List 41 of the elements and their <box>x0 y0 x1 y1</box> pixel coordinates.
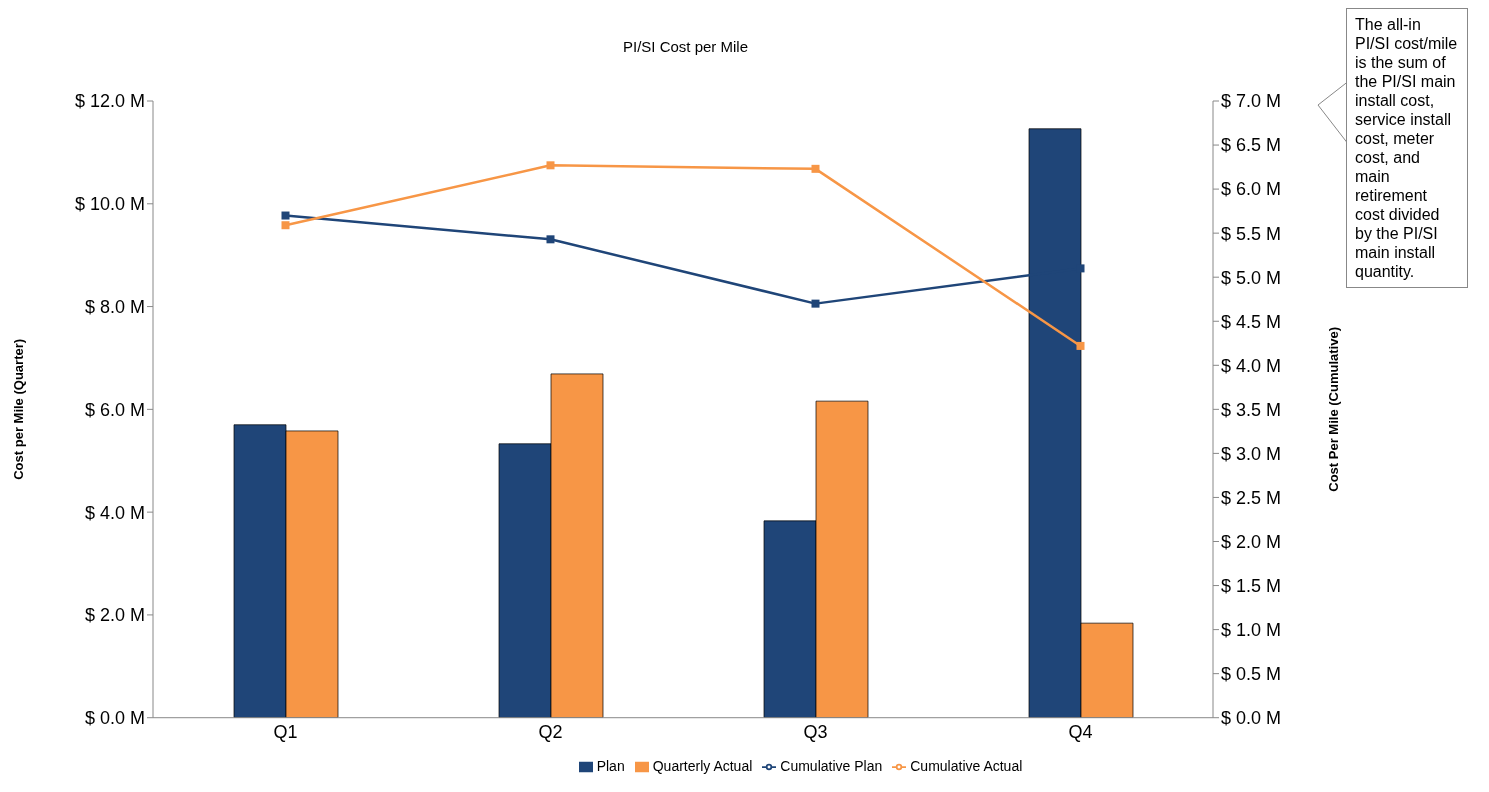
x-tick-label: Q4 <box>1068 722 1093 743</box>
y2-tick-label: $ 7.0 M <box>1221 91 1282 112</box>
legend-label: Plan <box>596 757 625 774</box>
y-tick-label: $ 4.0 M <box>84 502 145 523</box>
y2-tick-label: $ 5.0 M <box>1221 267 1282 288</box>
y2-tick-label: $ 3.0 M <box>1221 443 1282 464</box>
y2-tick-label: $ 1.0 M <box>1221 619 1282 640</box>
y2-tick-label: $ 6.0 M <box>1221 179 1282 200</box>
y2-tick-label: $ 2.0 M <box>1221 531 1282 552</box>
y2-tick-label: $ 3.5 M <box>1221 399 1282 420</box>
x-tick-label: Q3 <box>803 722 828 743</box>
point <box>811 164 820 173</box>
y-tick-label: $ 8.0 M <box>84 296 145 317</box>
y2-tick-label: $ 5.5 M <box>1221 223 1282 244</box>
y-tick-label: $ 2.0 M <box>84 605 145 626</box>
point <box>546 161 555 170</box>
text: The all-in PI/SI cost/mile is the sum of the PI/SI main install cost, service install cost, meter cost, and main retirement cost divided by the PI/SI main install quantity. <box>1355 16 1458 280</box>
y2-axis-title: Cost Per Mile (Cumulative) <box>1325 327 1341 492</box>
point <box>811 299 820 308</box>
y2-tick-label: $ 4.5 M <box>1221 311 1282 332</box>
chart-title: PI/SI Cost per Mile <box>621 38 749 55</box>
point <box>281 221 290 230</box>
y2-tick-label: $ 4.0 M <box>1221 355 1282 376</box>
point <box>1076 341 1085 350</box>
x-tick-label: Q2 <box>538 722 563 743</box>
y-tick-label: $ 0.0 M <box>84 708 145 729</box>
legend-label: Quarterly Actual <box>652 757 753 774</box>
legend-label: Cumulative Actual <box>910 757 1023 774</box>
y2-tick-label: $ 2.5 M <box>1221 487 1282 508</box>
y-tick-label: $ 10.0 M <box>74 194 145 215</box>
point <box>546 235 555 244</box>
y2-tick-label: $ 1.5 M <box>1221 575 1282 596</box>
y-tick-label: $ 12.0 M <box>74 91 145 112</box>
y-tick-label: $ 6.0 M <box>84 399 145 420</box>
legend-label: Cumulative Plan <box>780 757 883 774</box>
y2-tick-label: $ 6.5 M <box>1221 135 1282 156</box>
y-axis-title: Cost per Mile (Quarter) <box>10 338 26 480</box>
point <box>281 211 290 220</box>
y2-tick-label: $ 0.5 M <box>1221 664 1282 685</box>
y2-tick-label: $ 0.0 M <box>1221 708 1282 729</box>
x-tick-label: Q1 <box>273 722 298 743</box>
